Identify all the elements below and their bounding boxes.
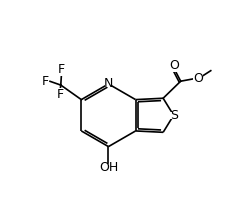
Text: F: F [42,75,49,88]
Bar [105,81,112,87]
Text: F: F [58,63,65,76]
Text: O: O [193,72,203,85]
Text: S: S [170,109,178,122]
Text: OH: OH [99,161,118,174]
Bar [170,112,177,119]
Text: N: N [104,77,113,90]
Bar [103,164,113,170]
Text: F: F [56,88,64,101]
Text: O: O [170,59,179,72]
